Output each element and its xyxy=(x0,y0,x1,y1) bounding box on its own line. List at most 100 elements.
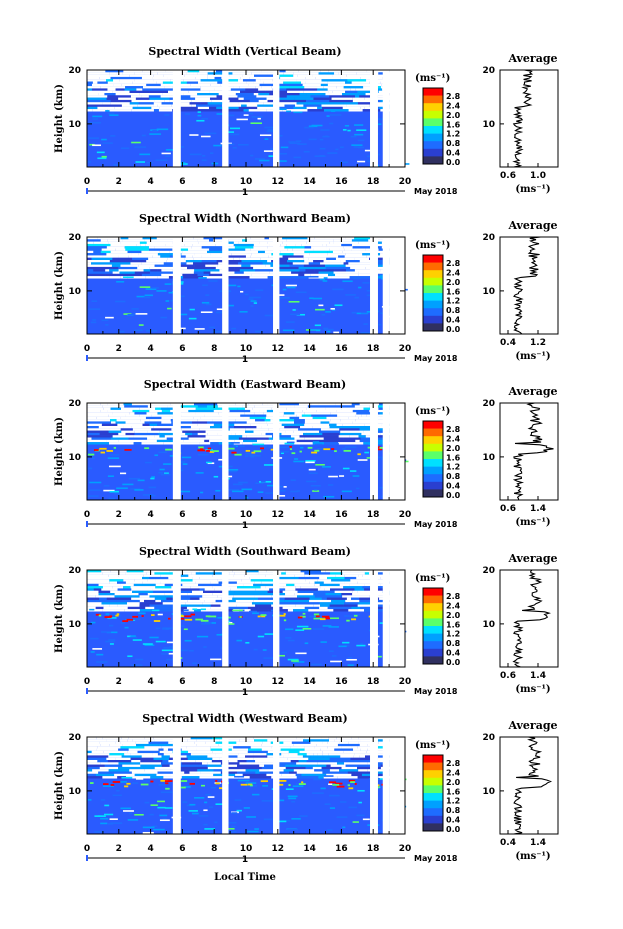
heatmap-cell xyxy=(347,771,356,774)
colorbar-tick-label: 2.8 xyxy=(446,425,461,434)
heatmap-cell xyxy=(286,88,311,91)
heatmap-cell xyxy=(207,72,217,75)
heatmap-cell xyxy=(108,614,118,616)
heatmap-cell xyxy=(346,597,352,600)
heatmap-cell xyxy=(347,784,350,787)
heatmap-cell xyxy=(335,273,359,277)
date-label: May 2018 xyxy=(414,187,458,196)
heatmap-cell xyxy=(314,269,335,272)
heatmap-cell xyxy=(323,590,335,594)
data-gap xyxy=(172,570,181,667)
x-tick-label: 12 xyxy=(272,510,285,520)
heatmap-cell xyxy=(376,830,382,832)
heatmap-cell xyxy=(338,435,350,438)
heatmap-cell xyxy=(293,74,298,77)
heatmap-cell xyxy=(184,771,190,774)
heatmap-cell xyxy=(87,748,97,751)
heatmap-cell xyxy=(259,771,268,774)
heatmap-cell xyxy=(200,135,211,138)
heatmap-cell xyxy=(348,416,359,420)
heatmap-cell xyxy=(154,572,173,575)
heatmap-cell xyxy=(164,86,173,89)
heatmap-cell xyxy=(225,237,251,240)
heatmap-cell xyxy=(204,828,215,830)
heatmap-cell xyxy=(136,439,157,443)
heatmap-cell xyxy=(319,576,328,580)
heatmap-cell xyxy=(226,769,246,772)
heatmap-cell xyxy=(236,639,243,642)
heatmap-cell xyxy=(234,453,242,456)
heatmap-cell xyxy=(273,70,286,73)
heatmap-cell xyxy=(141,134,146,137)
heatmap-cell xyxy=(276,419,295,422)
data-gap xyxy=(172,403,181,500)
heatmap-cell xyxy=(197,273,209,277)
heatmap-cell xyxy=(192,421,208,424)
heatmap-cell xyxy=(268,437,291,440)
x-tick-label: 14 xyxy=(303,177,316,187)
heatmap-cell xyxy=(106,757,116,761)
heatmap-cell xyxy=(87,83,92,87)
heatmap-cell xyxy=(276,737,297,740)
heatmap-cell xyxy=(345,90,358,94)
heatmap-cell xyxy=(234,271,244,274)
heatmap-cell xyxy=(198,446,204,449)
heatmap-cell xyxy=(296,79,322,82)
heatmap-cell xyxy=(192,608,198,611)
day-label: 1 xyxy=(242,688,248,698)
heatmap-cell xyxy=(150,776,164,779)
heatmap-cell xyxy=(358,737,379,740)
heatmap-cell xyxy=(115,741,121,744)
heatmap-cell xyxy=(308,472,318,474)
heatmap-cell xyxy=(120,746,145,749)
heatmap-cell xyxy=(179,490,191,493)
heatmap-cell xyxy=(228,590,235,594)
heatmap-cell xyxy=(299,615,306,618)
heatmap-cell xyxy=(95,613,101,616)
heatmap-cell xyxy=(115,88,125,91)
heatmap-cell xyxy=(267,99,293,103)
heatmap-cell xyxy=(253,583,278,587)
heatmap-cell xyxy=(253,430,276,433)
heatmap-cell xyxy=(325,593,336,596)
heatmap-cell xyxy=(105,110,110,112)
heatmap-cell xyxy=(309,574,336,577)
heatmap-cell xyxy=(276,95,287,98)
heatmap-cell xyxy=(87,604,104,607)
heatmap-cell xyxy=(304,248,314,251)
heatmap-cell xyxy=(145,288,157,290)
heatmap-cell xyxy=(131,109,154,112)
heatmap-cell xyxy=(268,446,276,448)
heatmap-cell xyxy=(198,757,213,761)
heatmap-cell xyxy=(163,463,172,465)
heatmap-cell xyxy=(125,572,147,575)
heatmap-cell xyxy=(113,446,117,449)
heatmap-cell xyxy=(308,262,315,265)
heatmap-cell xyxy=(161,407,173,410)
heatmap-cell xyxy=(347,79,367,82)
heatmap-cell xyxy=(193,237,204,240)
heatmap-cell xyxy=(216,95,227,98)
heatmap-cell xyxy=(87,753,110,756)
heatmap-cell xyxy=(306,753,314,756)
heatmap-cell xyxy=(139,241,147,244)
heatmap-cell xyxy=(140,760,163,763)
heatmap-cell xyxy=(207,755,226,758)
heatmap-cell xyxy=(246,104,258,107)
x-tick-label: 18 xyxy=(367,844,380,854)
heatmap-cell xyxy=(119,79,135,82)
heatmap-cell xyxy=(259,159,270,162)
heatmap-cell xyxy=(200,491,204,494)
heatmap-cell xyxy=(305,76,316,80)
heatmap-cell xyxy=(215,489,221,492)
heatmap-cell xyxy=(358,769,368,772)
heatmap-cell xyxy=(227,435,243,438)
heatmap-cell xyxy=(314,583,320,587)
heatmap-cell xyxy=(147,579,156,582)
heatmap-cell xyxy=(87,741,100,744)
heatmap-cell xyxy=(139,407,156,410)
heatmap-cell xyxy=(295,604,314,607)
heatmap-cell xyxy=(315,76,341,80)
data-gap xyxy=(222,403,229,500)
heatmap-cell xyxy=(127,250,142,254)
